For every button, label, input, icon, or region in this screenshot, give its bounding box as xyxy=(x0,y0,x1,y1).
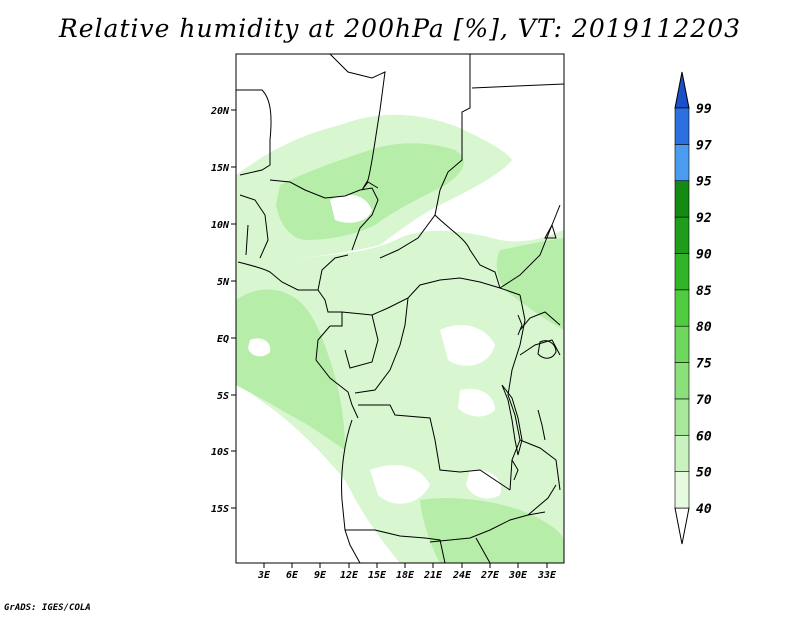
humidity-field xyxy=(236,114,564,563)
map-frame xyxy=(235,53,565,564)
colorbar-label: 75 xyxy=(696,357,712,372)
lon-label: 3E xyxy=(257,570,271,581)
lon-label: 30E xyxy=(508,570,528,581)
colorbar-segment xyxy=(674,107,690,145)
humidity-south-core xyxy=(420,498,564,563)
colorbar-segment xyxy=(674,362,690,400)
footer-credit: GrADS: IGES/COLA xyxy=(4,603,91,613)
colorbar-segment xyxy=(674,325,690,363)
humidity-west-core xyxy=(236,289,345,450)
humidity-dry-patch-4 xyxy=(248,338,271,357)
colorbar-segment xyxy=(674,398,690,436)
lon-label: 6E xyxy=(286,570,299,581)
country-borders xyxy=(236,54,564,563)
lat-label: 5N xyxy=(217,277,230,288)
lat-label: 20N xyxy=(210,106,230,117)
colorbar-label: 60 xyxy=(696,429,712,444)
lon-label: 24E xyxy=(452,570,472,581)
lat-label: 10N xyxy=(211,220,230,231)
colorbar-label: 70 xyxy=(696,393,712,408)
lat-label: 15N xyxy=(211,163,230,174)
page-title: Relative humidity at 200hPa [%], VT: 201… xyxy=(58,14,742,43)
humidity-dry-patch-3 xyxy=(458,388,495,417)
lon-label: 33E xyxy=(537,570,557,581)
lat-labels: 20N 15N 10N 5N EQ 5S 10S 15S xyxy=(210,106,230,515)
lon-label: 9E xyxy=(314,570,327,581)
lon-label: 18E xyxy=(396,570,415,581)
colorbar-segment xyxy=(674,434,690,472)
colorbar-segment xyxy=(674,180,690,218)
humidity-band-north-core xyxy=(276,143,464,240)
lon-label: 12E xyxy=(340,570,359,581)
colorbar-min-arrow xyxy=(674,507,690,545)
colorbar-label: 90 xyxy=(696,247,712,262)
humidity-dry-patch-7 xyxy=(236,440,300,563)
humidity-dry-patch-5 xyxy=(370,465,430,504)
colorbar-label: 95 xyxy=(696,175,712,190)
humidity-dry-patch-6 xyxy=(466,469,501,499)
lon-label: 27E xyxy=(480,570,500,581)
colorbar-label: 80 xyxy=(696,320,712,335)
humidity-dry-patch-2 xyxy=(440,325,495,366)
lat-label: 15S xyxy=(211,504,229,515)
colorbar-segment xyxy=(674,289,690,327)
humidity-dry-patch-1 xyxy=(330,194,372,223)
lon-labels: 3E 6E 9E 12E 15E 18E 21E 24E 27E 30E 33E xyxy=(257,570,557,581)
colorbar-max-arrow xyxy=(674,71,690,109)
colorbar-segment xyxy=(674,216,690,254)
lat-label: 10S xyxy=(211,447,229,458)
colorbar-label: 92 xyxy=(696,211,712,226)
lat-label: 5S xyxy=(217,391,229,402)
lon-label: 21E xyxy=(423,570,443,581)
colorbar-label: 99 xyxy=(696,102,712,117)
colorbar-label: 40 xyxy=(696,502,712,517)
lat-label: EQ xyxy=(217,334,229,345)
colorbar: 40 50 60 70 75 80 85 90 92 95 97 99 xyxy=(674,71,712,545)
colorbar-label: 97 xyxy=(696,138,712,153)
lon-label: 15E xyxy=(368,570,387,581)
colorbar-segment xyxy=(674,471,690,509)
colorbar-label: 50 xyxy=(696,466,712,481)
humidity-east-core xyxy=(496,238,564,330)
colorbar-segment xyxy=(674,144,690,182)
colorbar-segment xyxy=(674,253,690,291)
colorbar-label: 85 xyxy=(696,284,712,299)
axis-ticks xyxy=(231,109,548,568)
lakes xyxy=(501,223,557,516)
